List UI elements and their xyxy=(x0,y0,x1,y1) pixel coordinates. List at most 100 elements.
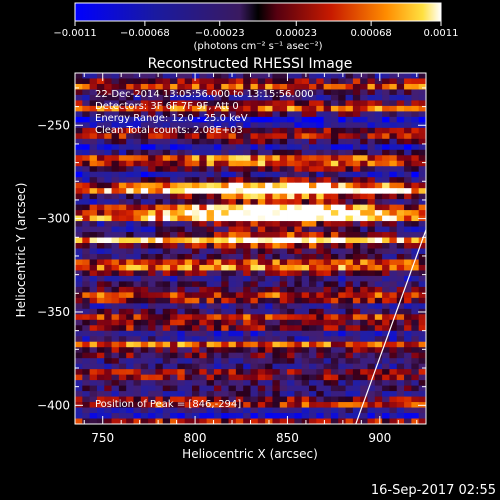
heatmap-cell xyxy=(352,111,361,118)
heatmap-cell xyxy=(235,358,244,365)
heatmap-cell xyxy=(265,303,273,310)
heatmap-cell xyxy=(206,199,215,206)
heatmap-cell xyxy=(374,226,383,233)
heatmap-cell xyxy=(389,166,398,173)
heatmap-cell xyxy=(301,133,310,140)
heatmap-cell xyxy=(287,215,295,222)
heatmap-cell xyxy=(89,226,98,233)
heatmap-cell xyxy=(382,177,390,184)
heatmap-cell xyxy=(330,396,339,403)
heatmap-cell xyxy=(294,215,303,222)
heatmap-cell xyxy=(126,303,134,310)
heatmap-cell xyxy=(250,402,259,408)
heatmap-cell xyxy=(96,171,105,178)
heatmap-cell xyxy=(170,105,178,112)
heatmap-cell xyxy=(389,264,398,271)
heatmap-cell xyxy=(192,380,200,387)
heatmap-cell xyxy=(213,303,222,310)
heatmap-cell xyxy=(140,391,149,397)
heatmap-cell xyxy=(352,330,361,337)
heatmap-cell xyxy=(235,319,244,326)
heatmap-cell xyxy=(382,374,390,381)
heatmap-cell xyxy=(345,396,354,403)
heatmap-cell xyxy=(133,127,142,134)
heatmap-cell xyxy=(257,314,266,321)
heatmap-cell xyxy=(411,264,420,271)
heatmap-cell xyxy=(126,204,134,211)
heatmap-cell xyxy=(118,336,127,343)
heatmap-cell xyxy=(345,94,354,101)
heatmap-cell xyxy=(330,363,339,370)
heatmap-cell xyxy=(133,418,142,424)
heatmap-cell xyxy=(279,122,288,129)
heatmap-cell xyxy=(338,347,346,354)
heatmap-cell xyxy=(265,253,273,260)
heatmap-cell xyxy=(82,347,91,354)
heatmap-cell xyxy=(170,402,178,408)
heatmap-cell xyxy=(316,253,325,260)
heatmap-cell xyxy=(192,144,200,151)
heatmap-cell xyxy=(155,275,164,282)
heatmap-cell xyxy=(177,369,186,376)
heatmap-cell xyxy=(374,336,383,343)
heatmap-cell xyxy=(352,199,361,206)
heatmap-cell xyxy=(374,374,383,381)
heatmap-cell xyxy=(301,221,310,227)
heatmap-cell xyxy=(155,105,164,112)
heatmap-cell xyxy=(257,286,266,293)
heatmap-cell xyxy=(192,248,200,255)
heatmap-cell xyxy=(338,166,346,173)
heatmap-cell xyxy=(199,363,208,370)
heatmap-cell xyxy=(228,111,237,118)
heatmap-cell xyxy=(279,155,288,162)
heatmap-cell xyxy=(192,100,200,107)
heatmap-cell xyxy=(301,155,310,162)
heatmap-cell xyxy=(213,391,222,397)
heatmap-cell xyxy=(82,413,91,419)
heatmap-cell xyxy=(75,418,83,424)
heatmap-cell xyxy=(96,111,105,118)
heatmap-cell xyxy=(243,264,251,271)
heatmap-cell xyxy=(155,380,164,387)
heatmap-cell xyxy=(294,182,303,189)
heatmap-cell xyxy=(148,215,156,222)
heatmap-cell xyxy=(75,314,83,321)
heatmap-cell xyxy=(323,78,332,85)
heatmap-cell xyxy=(235,237,244,244)
heatmap-cell xyxy=(75,188,83,195)
heatmap-cell xyxy=(162,292,171,299)
heatmap-cell xyxy=(418,127,426,134)
heatmap-cell xyxy=(155,144,164,151)
heatmap-cell xyxy=(89,83,98,90)
heatmap-cell xyxy=(118,413,127,419)
heatmap-cell xyxy=(213,297,222,304)
heatmap-cell xyxy=(345,243,354,249)
heatmap-cell xyxy=(170,177,178,184)
heatmap-cell xyxy=(89,100,98,107)
heatmap-cell xyxy=(126,89,134,96)
heatmap-cell xyxy=(184,352,193,359)
heatmap-cell xyxy=(162,78,171,85)
heatmap-cell xyxy=(140,347,149,354)
heatmap-cell xyxy=(118,314,127,321)
heatmap-cell xyxy=(75,303,83,310)
heatmap-cell xyxy=(374,193,383,200)
heatmap-cell xyxy=(75,105,83,112)
heatmap-cell xyxy=(272,358,281,365)
heatmap-cell xyxy=(316,133,325,140)
heatmap-cell xyxy=(250,149,259,156)
heatmap-cell xyxy=(382,188,390,195)
heatmap-cell xyxy=(148,341,156,348)
heatmap-cell xyxy=(75,286,83,293)
heatmap-cell xyxy=(118,253,127,260)
heatmap-cell xyxy=(126,396,134,403)
heatmap-cell xyxy=(345,292,354,299)
heatmap-cell xyxy=(133,259,142,266)
heatmap-cell xyxy=(411,358,420,365)
heatmap-cell xyxy=(316,188,325,195)
heatmap-cell xyxy=(133,275,142,282)
heatmap-cell xyxy=(411,374,420,381)
heatmap-cell xyxy=(111,160,120,167)
heatmap-cell xyxy=(389,314,398,321)
heatmap-cell xyxy=(352,319,361,326)
